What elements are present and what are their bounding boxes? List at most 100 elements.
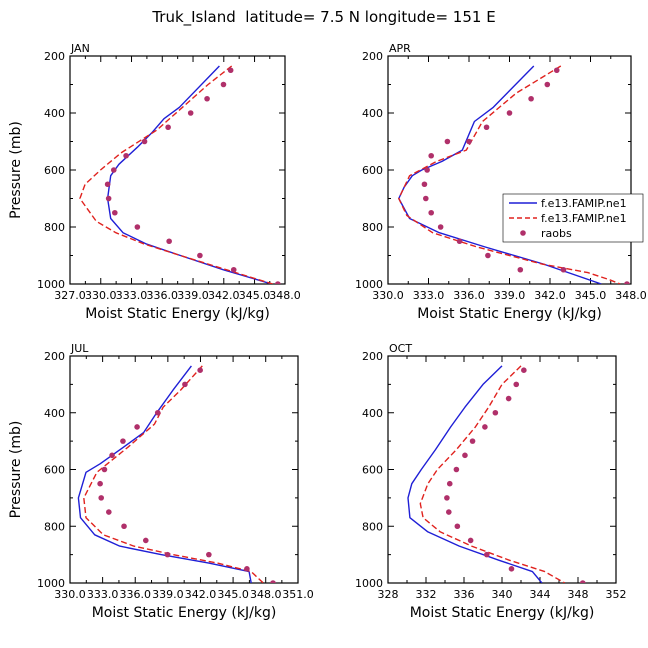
raobs-point: [467, 537, 474, 544]
x-tick-label: 340: [492, 588, 513, 601]
raobs-point: [579, 580, 586, 583]
raobs-point: [104, 181, 111, 188]
legend: f.e13.FAMIP.ne1 f.e13.FAMIP.ne1 raobs: [502, 193, 644, 243]
raobs-point: [112, 209, 118, 216]
x-tick-label: 330.0: [54, 588, 86, 601]
x-tick-label: 342.0: [208, 289, 240, 302]
raobs-point: [560, 266, 567, 273]
raobs-point: [485, 252, 491, 259]
raobs-point: [437, 224, 444, 230]
raobs-point: [142, 537, 149, 544]
x-tick-label: 327.0: [54, 289, 86, 302]
raobs-point: [230, 266, 237, 273]
y-tick-label: 600: [44, 164, 65, 177]
raobs-point: [166, 238, 172, 245]
x-tick-label: 348.0: [250, 588, 282, 601]
x-tick-label: 336.0: [147, 289, 179, 302]
raobs-point: [101, 466, 108, 473]
raobs-point: [120, 438, 126, 444]
x-tick-label: 336.0: [453, 289, 485, 302]
panel-frame: [69, 55, 286, 285]
y-tick-label: 200: [44, 50, 65, 63]
x-tick-label: 339.0: [494, 289, 526, 302]
x-tick-label: 348.0: [615, 289, 647, 302]
series-line-dashed: [79, 65, 273, 284]
raobs-point: [624, 281, 630, 284]
y-tick-label: 400: [362, 407, 383, 420]
y-tick-label: 600: [44, 464, 65, 477]
raobs-point: [528, 95, 534, 102]
raobs-point: [204, 95, 210, 102]
raobs-point: [444, 495, 450, 501]
raobs-point: [134, 224, 141, 230]
panel-label: APR: [389, 42, 411, 55]
legend-label: f.e13.FAMIP.ne1: [541, 197, 627, 210]
x-tick-label: 352: [606, 588, 627, 601]
x-tick-label: 344: [530, 588, 551, 601]
raobs-point: [109, 452, 115, 459]
raobs-point: [134, 424, 140, 430]
series-line-solid: [77, 365, 252, 583]
raobs-point: [121, 523, 127, 530]
raobs-point: [165, 124, 171, 131]
x-tick-label: 348: [568, 588, 589, 601]
raobs-point: [244, 566, 250, 572]
x-tick-label: 345.0: [575, 289, 607, 302]
raobs-point: [492, 409, 499, 416]
x-axis-label: Moist Static Energy (kJ/kg): [85, 306, 270, 322]
x-tick-label: 330.0: [372, 289, 404, 302]
y-tick-label: 1000: [37, 278, 65, 291]
x-tick-label: 345.0: [239, 289, 271, 302]
raobs-point: [423, 195, 429, 202]
raobs-point: [428, 152, 435, 159]
raobs-point: [466, 138, 472, 145]
raobs-point: [154, 409, 161, 416]
raobs-point: [98, 495, 105, 501]
raobs-point: [428, 209, 435, 216]
raobs-point: [97, 480, 103, 487]
raobs-point: [197, 252, 203, 259]
raobs-point: [227, 67, 234, 74]
legend-marker-dot: [520, 230, 526, 236]
x-tick-label: 333.0: [87, 588, 119, 601]
raobs-point: [517, 266, 524, 273]
y-tick-label: 600: [362, 164, 383, 177]
x-tick-label: 342.0: [534, 289, 566, 302]
raobs-point: [553, 67, 560, 74]
x-tick-label: 336.0: [119, 588, 151, 601]
y-tick-label: 800: [362, 520, 383, 533]
series-line-dashed: [398, 65, 621, 284]
y-tick-label: 400: [362, 107, 383, 120]
raobs-point: [182, 381, 188, 388]
y-tick-label: 400: [44, 407, 65, 420]
raobs-point: [106, 509, 112, 515]
raobs-point: [220, 81, 227, 88]
x-tick-label: 348.0: [269, 289, 301, 302]
y-tick-label: 200: [44, 350, 65, 363]
series-group: [77, 365, 276, 583]
panel-label: OCT: [389, 342, 412, 355]
raobs-point: [506, 110, 513, 116]
raobs-point: [544, 81, 551, 88]
y-tick-label: 800: [362, 221, 383, 234]
raobs-point: [197, 367, 203, 373]
figure-title: Truk_Island latitude= 7.5 N longitude= 1…: [151, 8, 495, 27]
legend-label: raobs: [541, 227, 572, 240]
series-line-solid: [407, 365, 543, 583]
series-line-dashed: [419, 365, 566, 583]
series-group: [407, 365, 586, 583]
y-tick-label: 800: [44, 520, 65, 533]
raobs-point: [105, 195, 112, 202]
x-tick-label: 342.0: [185, 588, 217, 601]
y-axis-label: Pressure (mb): [8, 421, 24, 519]
raobs-point: [505, 395, 512, 402]
raobs-point: [206, 551, 212, 558]
x-tick-label: 333.0: [116, 289, 148, 302]
x-tick-label: 332: [416, 588, 437, 601]
y-tick-label: 1000: [37, 577, 65, 590]
raobs-point: [270, 580, 276, 583]
